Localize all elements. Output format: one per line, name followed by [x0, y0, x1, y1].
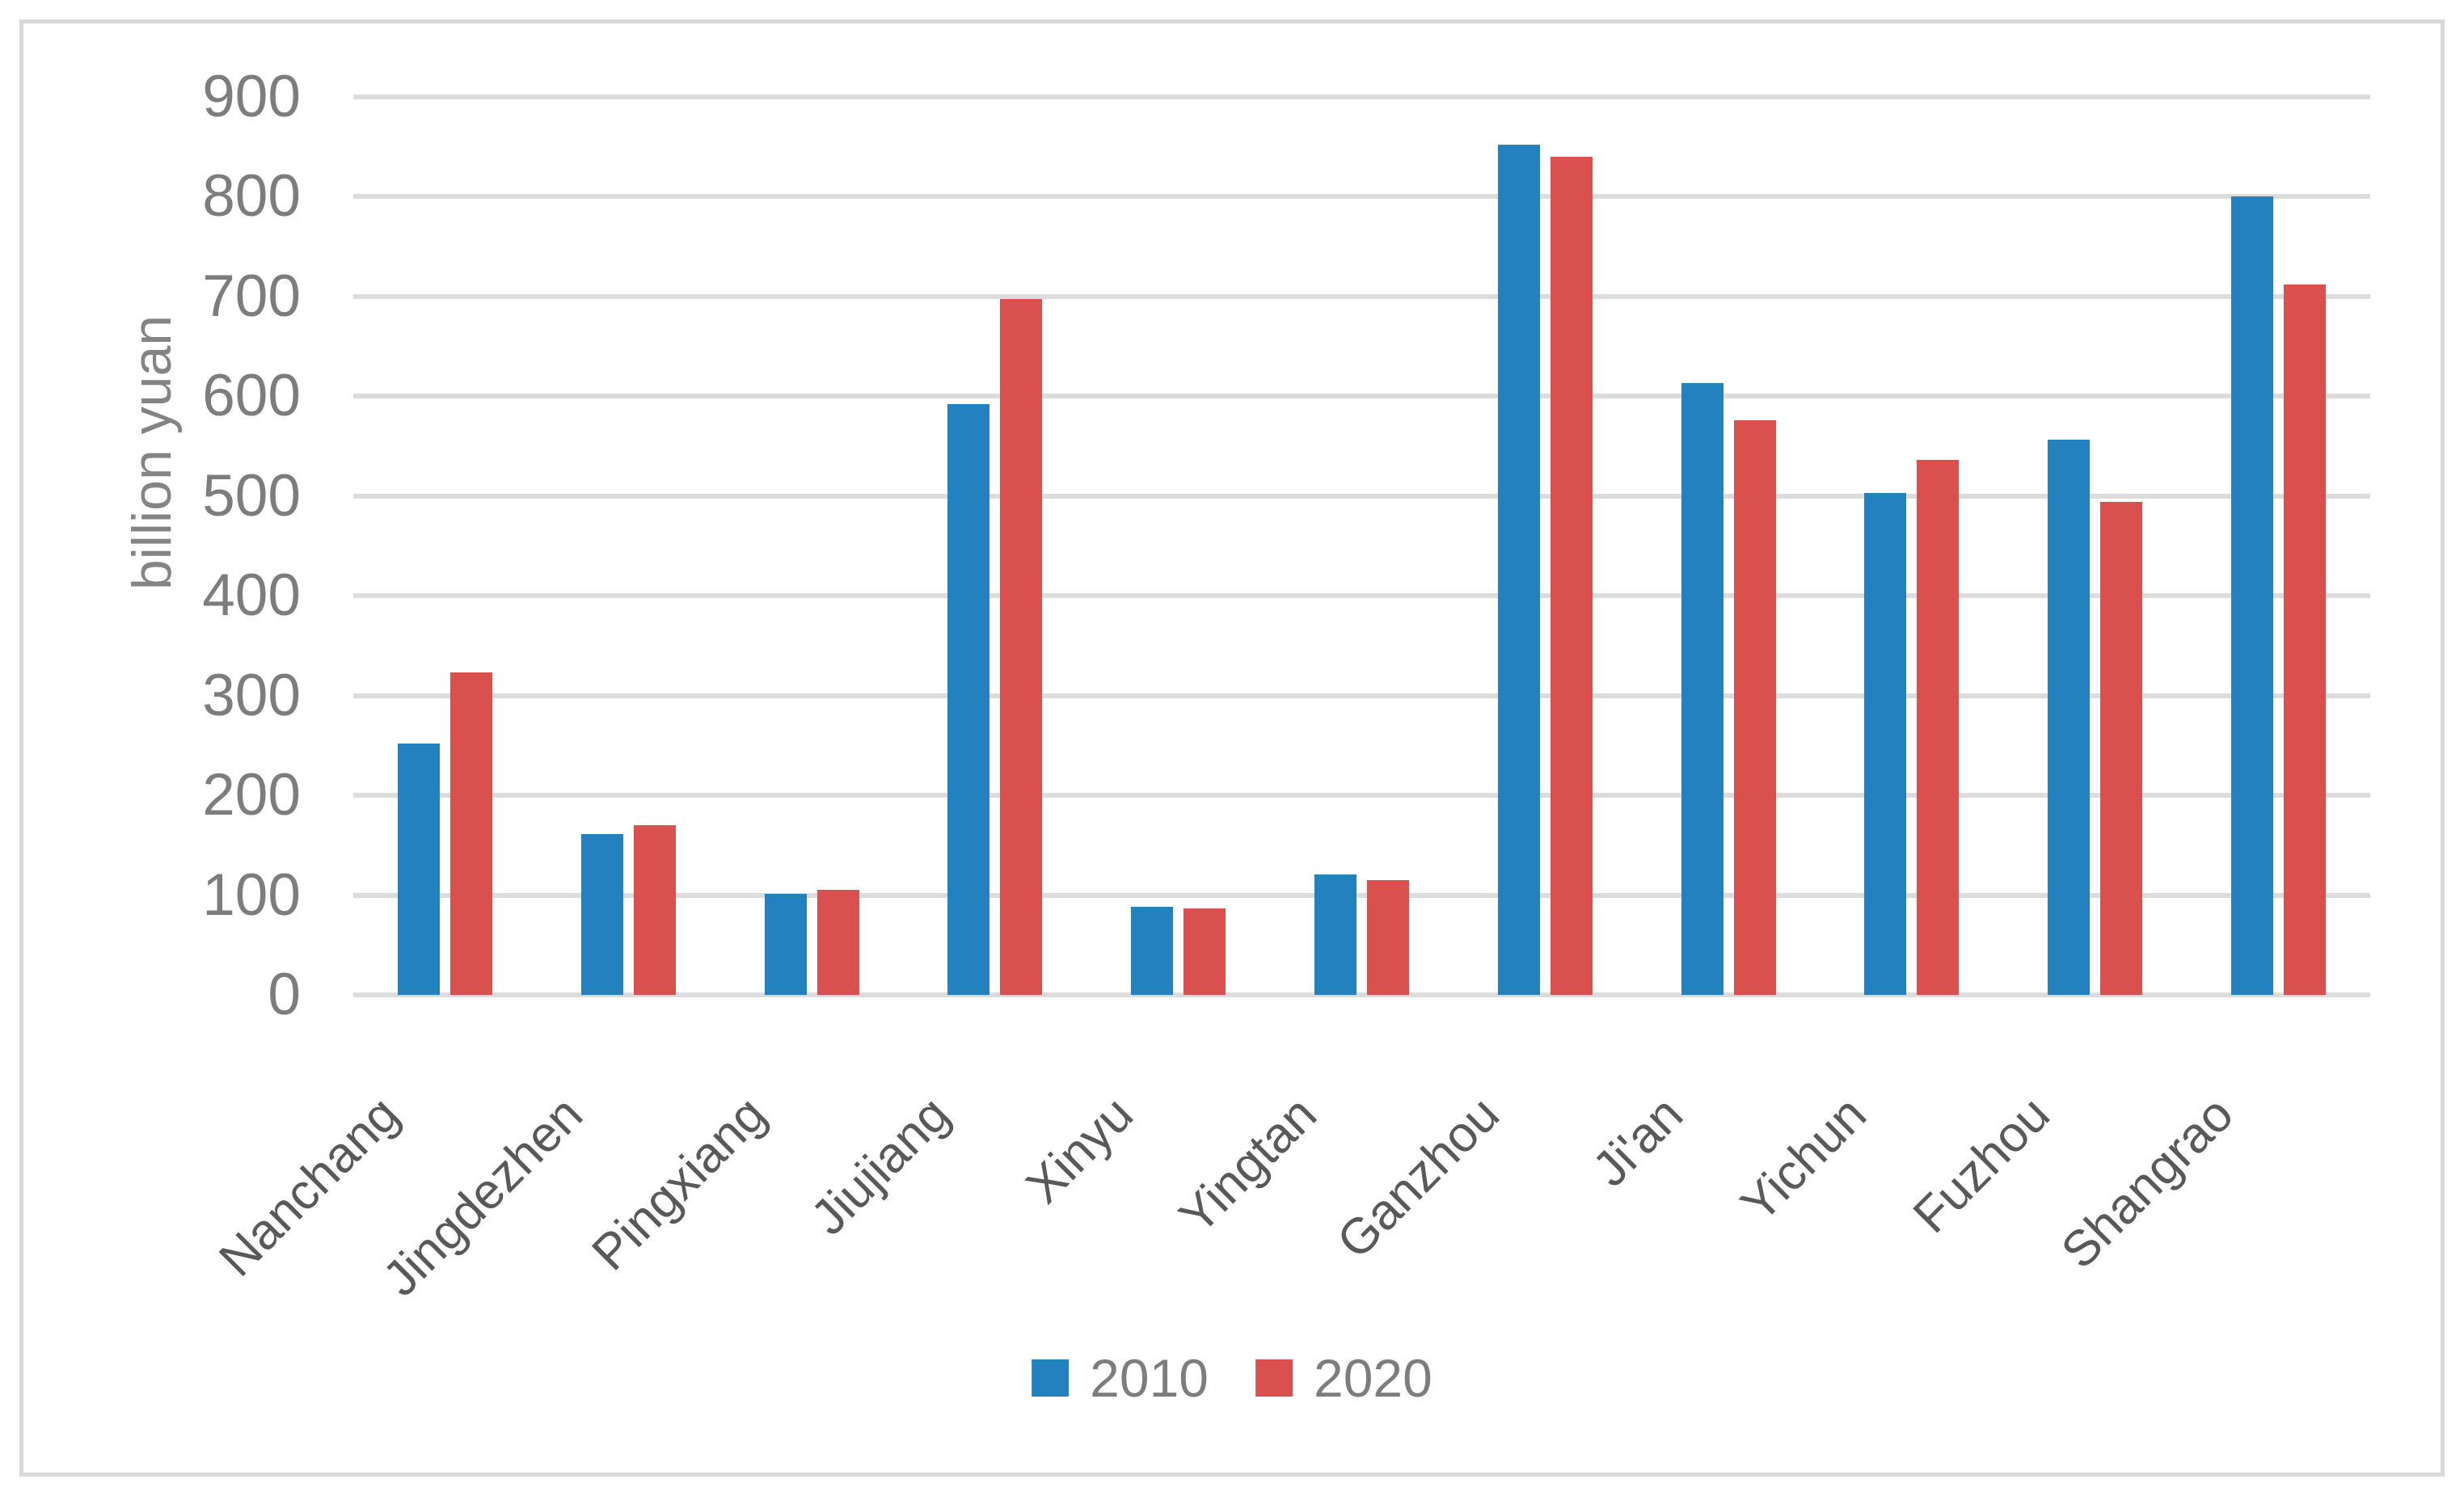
bar-2010-shangrao: [2231, 196, 2274, 995]
bar-2010-xinyu: [1131, 907, 1174, 995]
bar-2010-jiujiang: [947, 403, 990, 995]
gridline-400: [353, 593, 2370, 599]
bar-2020-nanchang: [449, 672, 492, 995]
y-tick-label-200: 200: [202, 762, 301, 828]
y-tick-label-100: 100: [202, 862, 301, 928]
bar-2020-yingtan: [1367, 879, 1409, 995]
bar-2020-yichun: [1917, 460, 1960, 995]
y-tick-label-300: 300: [202, 662, 301, 728]
y-axis-title: billion yuan: [121, 314, 183, 591]
bar-2020-fuzhou: [2100, 501, 2143, 995]
bar-2010-fuzhou: [2048, 440, 2091, 995]
gridline-300: [353, 693, 2370, 698]
legend-item-2010: 2010: [1032, 1351, 1209, 1405]
bar-2020-shangrao: [2284, 284, 2327, 995]
legend-label-2010: 2010: [1090, 1348, 1209, 1408]
bar-2020-jingdezhen: [633, 825, 676, 995]
legend-label-2020: 2020: [1314, 1348, 1432, 1408]
gridline-0: [353, 992, 2370, 997]
bar-2020-ganzhou: [1550, 156, 1593, 995]
legend-swatch-2020: [1255, 1359, 1293, 1397]
y-tick-label-900: 900: [202, 63, 301, 129]
gridline-600: [353, 394, 2370, 399]
bar-2010-jingdezhen: [580, 834, 623, 995]
gridline-700: [353, 293, 2370, 299]
y-tick-label-400: 400: [202, 563, 301, 629]
bar-2020-jiujiang: [1000, 299, 1043, 995]
legend-swatch-2010: [1032, 1359, 1070, 1397]
legend: 2010 2020: [1032, 1351, 1432, 1405]
gridline-500: [353, 493, 2370, 499]
bar-2010-yingtan: [1314, 874, 1356, 995]
bar-2010-nanchang: [397, 743, 440, 995]
gridline-900: [353, 94, 2370, 99]
y-tick-label-800: 800: [202, 163, 301, 230]
bar-2020-xinyu: [1183, 908, 1226, 995]
y-tick-label-0: 0: [268, 962, 301, 1027]
y-tick-label-500: 500: [202, 462, 301, 529]
gridline-800: [353, 194, 2370, 200]
bar-2010-jian: [1681, 383, 1724, 995]
gridline-100: [353, 892, 2370, 898]
y-tick-label-700: 700: [202, 263, 301, 329]
legend-item-2020: 2020: [1255, 1351, 1432, 1405]
gridline-200: [353, 793, 2370, 799]
bar-2010-pingxiang: [764, 894, 807, 995]
bar-2010-yichun: [1864, 492, 1907, 995]
bar-2020-pingxiang: [816, 890, 859, 995]
bar-2020-jian: [1733, 419, 1776, 995]
y-tick-label-600: 600: [202, 363, 301, 429]
bar-2010-ganzhou: [1497, 144, 1540, 995]
